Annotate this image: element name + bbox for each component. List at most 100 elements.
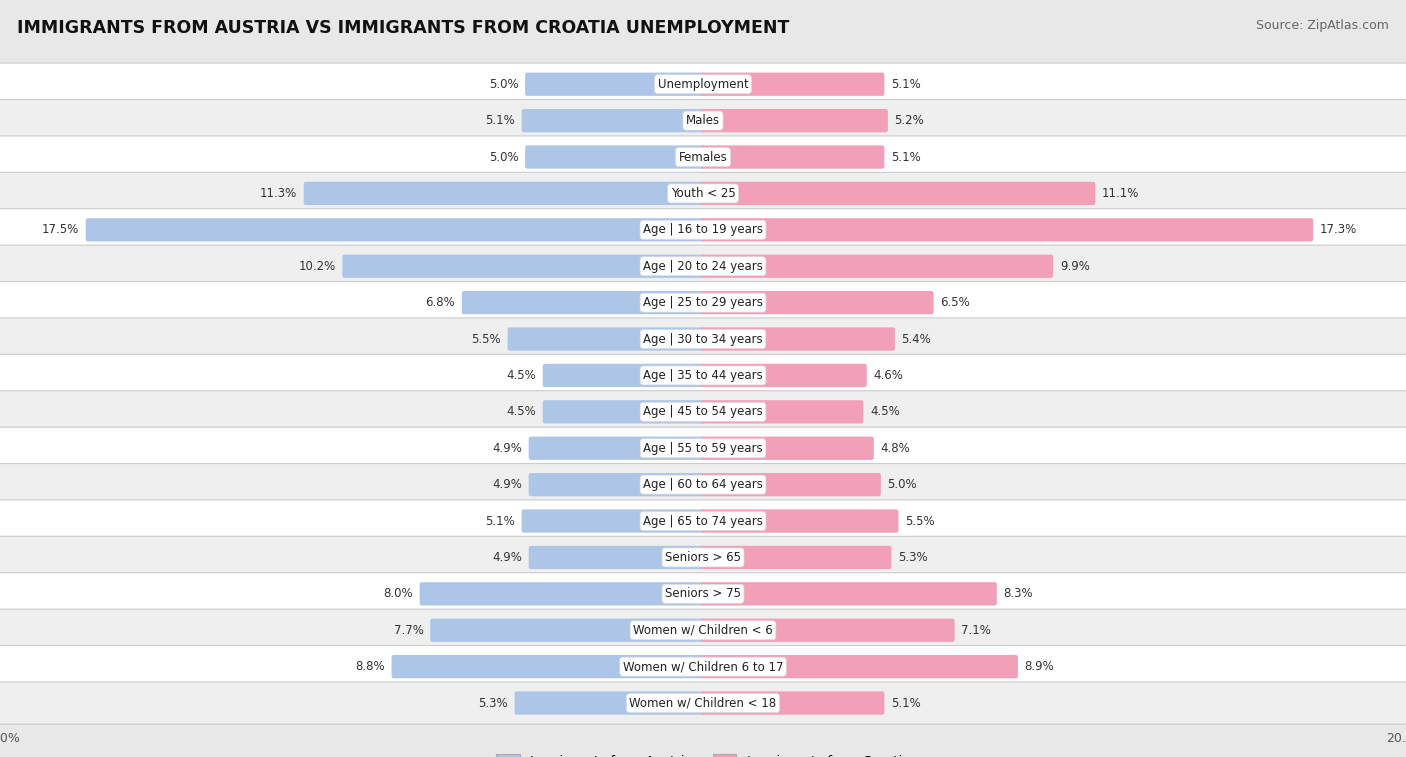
Text: 17.3%: 17.3% bbox=[1320, 223, 1357, 236]
FancyBboxPatch shape bbox=[0, 463, 1406, 506]
FancyBboxPatch shape bbox=[419, 582, 704, 606]
Text: 4.9%: 4.9% bbox=[492, 478, 522, 491]
Text: 5.0%: 5.0% bbox=[489, 151, 519, 164]
Legend: Immigrants from Austria, Immigrants from Croatia: Immigrants from Austria, Immigrants from… bbox=[496, 754, 910, 757]
FancyBboxPatch shape bbox=[522, 109, 706, 132]
FancyBboxPatch shape bbox=[700, 618, 955, 642]
Text: 5.1%: 5.1% bbox=[891, 151, 921, 164]
Text: 5.3%: 5.3% bbox=[478, 696, 508, 709]
Text: Females: Females bbox=[679, 151, 727, 164]
FancyBboxPatch shape bbox=[700, 364, 866, 387]
Text: 5.1%: 5.1% bbox=[485, 515, 515, 528]
FancyBboxPatch shape bbox=[700, 582, 997, 606]
Text: 5.3%: 5.3% bbox=[898, 551, 928, 564]
Text: 11.3%: 11.3% bbox=[260, 187, 297, 200]
FancyBboxPatch shape bbox=[700, 145, 884, 169]
FancyBboxPatch shape bbox=[700, 691, 884, 715]
Text: 6.8%: 6.8% bbox=[426, 296, 456, 309]
FancyBboxPatch shape bbox=[0, 99, 1406, 142]
Text: 7.7%: 7.7% bbox=[394, 624, 423, 637]
Text: Women w/ Children < 18: Women w/ Children < 18 bbox=[630, 696, 776, 709]
FancyBboxPatch shape bbox=[700, 291, 934, 314]
FancyBboxPatch shape bbox=[529, 437, 706, 460]
Text: Youth < 25: Youth < 25 bbox=[671, 187, 735, 200]
Text: Age | 16 to 19 years: Age | 16 to 19 years bbox=[643, 223, 763, 236]
Text: IMMIGRANTS FROM AUSTRIA VS IMMIGRANTS FROM CROATIA UNEMPLOYMENT: IMMIGRANTS FROM AUSTRIA VS IMMIGRANTS FR… bbox=[17, 19, 789, 37]
Text: Age | 45 to 54 years: Age | 45 to 54 years bbox=[643, 405, 763, 419]
FancyBboxPatch shape bbox=[304, 182, 704, 205]
Text: 6.5%: 6.5% bbox=[941, 296, 970, 309]
FancyBboxPatch shape bbox=[700, 109, 889, 132]
FancyBboxPatch shape bbox=[0, 391, 1406, 433]
Text: 8.8%: 8.8% bbox=[356, 660, 385, 673]
FancyBboxPatch shape bbox=[391, 655, 704, 678]
Text: 10.2%: 10.2% bbox=[298, 260, 336, 273]
Text: 9.9%: 9.9% bbox=[1060, 260, 1090, 273]
Text: Age | 65 to 74 years: Age | 65 to 74 years bbox=[643, 515, 763, 528]
Text: 11.1%: 11.1% bbox=[1102, 187, 1139, 200]
Text: 5.2%: 5.2% bbox=[894, 114, 924, 127]
Text: 8.0%: 8.0% bbox=[384, 587, 413, 600]
FancyBboxPatch shape bbox=[700, 437, 873, 460]
FancyBboxPatch shape bbox=[529, 473, 706, 497]
FancyBboxPatch shape bbox=[0, 537, 1406, 578]
Text: 5.5%: 5.5% bbox=[471, 332, 501, 345]
FancyBboxPatch shape bbox=[343, 254, 704, 278]
Text: 4.5%: 4.5% bbox=[506, 369, 536, 382]
FancyBboxPatch shape bbox=[700, 400, 863, 423]
FancyBboxPatch shape bbox=[0, 682, 1406, 724]
FancyBboxPatch shape bbox=[0, 245, 1406, 288]
Text: 5.0%: 5.0% bbox=[489, 78, 519, 91]
FancyBboxPatch shape bbox=[529, 546, 706, 569]
Text: 5.1%: 5.1% bbox=[891, 696, 921, 709]
Text: Source: ZipAtlas.com: Source: ZipAtlas.com bbox=[1256, 19, 1389, 32]
FancyBboxPatch shape bbox=[700, 254, 1053, 278]
FancyBboxPatch shape bbox=[430, 618, 706, 642]
Text: 4.8%: 4.8% bbox=[880, 442, 910, 455]
FancyBboxPatch shape bbox=[700, 73, 884, 96]
Text: Age | 35 to 44 years: Age | 35 to 44 years bbox=[643, 369, 763, 382]
Text: Males: Males bbox=[686, 114, 720, 127]
FancyBboxPatch shape bbox=[526, 73, 706, 96]
Text: 4.5%: 4.5% bbox=[506, 405, 536, 419]
Text: Age | 20 to 24 years: Age | 20 to 24 years bbox=[643, 260, 763, 273]
FancyBboxPatch shape bbox=[0, 136, 1406, 178]
FancyBboxPatch shape bbox=[700, 546, 891, 569]
FancyBboxPatch shape bbox=[700, 182, 1095, 205]
Text: 8.3%: 8.3% bbox=[1004, 587, 1033, 600]
Text: Women w/ Children < 6: Women w/ Children < 6 bbox=[633, 624, 773, 637]
FancyBboxPatch shape bbox=[526, 145, 706, 169]
Text: 4.9%: 4.9% bbox=[492, 442, 522, 455]
FancyBboxPatch shape bbox=[700, 509, 898, 533]
FancyBboxPatch shape bbox=[522, 509, 706, 533]
FancyBboxPatch shape bbox=[543, 364, 706, 387]
FancyBboxPatch shape bbox=[0, 282, 1406, 324]
FancyBboxPatch shape bbox=[0, 354, 1406, 397]
Text: 5.4%: 5.4% bbox=[901, 332, 931, 345]
FancyBboxPatch shape bbox=[0, 173, 1406, 214]
Text: 5.1%: 5.1% bbox=[891, 78, 921, 91]
FancyBboxPatch shape bbox=[543, 400, 706, 423]
FancyBboxPatch shape bbox=[508, 327, 706, 350]
Text: Age | 30 to 34 years: Age | 30 to 34 years bbox=[643, 332, 763, 345]
FancyBboxPatch shape bbox=[0, 646, 1406, 688]
FancyBboxPatch shape bbox=[0, 63, 1406, 105]
Text: Seniors > 75: Seniors > 75 bbox=[665, 587, 741, 600]
Text: 8.9%: 8.9% bbox=[1025, 660, 1054, 673]
Text: Seniors > 65: Seniors > 65 bbox=[665, 551, 741, 564]
FancyBboxPatch shape bbox=[0, 427, 1406, 469]
Text: 5.0%: 5.0% bbox=[887, 478, 917, 491]
Text: 17.5%: 17.5% bbox=[42, 223, 79, 236]
FancyBboxPatch shape bbox=[0, 500, 1406, 542]
FancyBboxPatch shape bbox=[0, 573, 1406, 615]
Text: Age | 25 to 29 years: Age | 25 to 29 years bbox=[643, 296, 763, 309]
FancyBboxPatch shape bbox=[0, 209, 1406, 251]
Text: 4.6%: 4.6% bbox=[873, 369, 903, 382]
FancyBboxPatch shape bbox=[86, 218, 706, 241]
FancyBboxPatch shape bbox=[463, 291, 706, 314]
Text: Age | 60 to 64 years: Age | 60 to 64 years bbox=[643, 478, 763, 491]
Text: 5.1%: 5.1% bbox=[485, 114, 515, 127]
FancyBboxPatch shape bbox=[515, 691, 706, 715]
FancyBboxPatch shape bbox=[700, 655, 1018, 678]
Text: Women w/ Children 6 to 17: Women w/ Children 6 to 17 bbox=[623, 660, 783, 673]
